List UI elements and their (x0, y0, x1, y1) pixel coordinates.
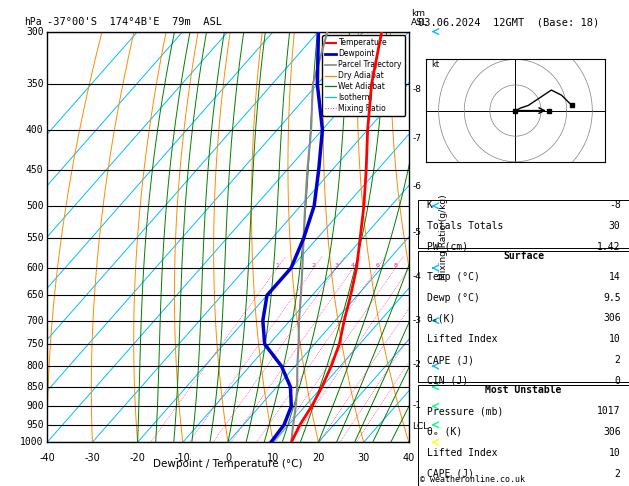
Text: -30: -30 (84, 452, 100, 463)
Text: kt: kt (431, 60, 439, 69)
Text: -8: -8 (609, 200, 621, 210)
Text: Surface: Surface (503, 251, 544, 261)
Text: 10: 10 (267, 452, 279, 463)
Text: Lifted Index: Lifted Index (426, 334, 497, 344)
Text: CAPE (J): CAPE (J) (426, 469, 474, 479)
Text: -8: -8 (413, 86, 421, 94)
Text: 9.5: 9.5 (603, 293, 621, 303)
Text: 306: 306 (603, 427, 621, 437)
Text: 20: 20 (312, 452, 325, 463)
Text: Mixing Ratio (g/kg): Mixing Ratio (g/kg) (438, 194, 448, 280)
Text: Dewp (°C): Dewp (°C) (426, 293, 479, 303)
Text: 650: 650 (26, 290, 43, 300)
Text: 1017: 1017 (597, 406, 621, 416)
Text: 300: 300 (26, 27, 43, 36)
Text: 1000: 1000 (20, 437, 43, 447)
Text: 500: 500 (26, 201, 43, 211)
Text: 700: 700 (26, 315, 43, 326)
Text: Lifted Index: Lifted Index (426, 448, 497, 458)
Text: 10: 10 (609, 334, 621, 344)
Text: 4: 4 (351, 263, 355, 268)
Text: Pressure (mb): Pressure (mb) (426, 406, 503, 416)
Text: -5: -5 (413, 227, 421, 237)
Text: 3: 3 (335, 263, 338, 268)
Text: 550: 550 (26, 233, 43, 243)
Text: 2: 2 (615, 469, 621, 479)
Text: CIN (J): CIN (J) (426, 376, 468, 386)
Text: 30: 30 (609, 221, 621, 231)
Text: 10: 10 (609, 448, 621, 458)
Text: 400: 400 (26, 125, 43, 135)
Text: 600: 600 (26, 263, 43, 273)
Text: CAPE (J): CAPE (J) (426, 355, 474, 365)
Text: 03.06.2024  12GMT  (Base: 18): 03.06.2024 12GMT (Base: 18) (418, 17, 599, 27)
Text: 2: 2 (312, 263, 316, 268)
Text: -37°00'S  174°4B'E  79m  ASL: -37°00'S 174°4B'E 79m ASL (47, 17, 222, 27)
Text: 350: 350 (26, 79, 43, 89)
Text: θₑ (K): θₑ (K) (426, 427, 462, 437)
Text: 0: 0 (225, 452, 231, 463)
Text: 14: 14 (609, 272, 621, 282)
Text: -4: -4 (413, 273, 421, 281)
Text: 750: 750 (26, 339, 43, 349)
Text: -10: -10 (175, 452, 191, 463)
Text: 40: 40 (403, 452, 415, 463)
Text: -3: -3 (413, 316, 421, 325)
X-axis label: Dewpoint / Temperature (°C): Dewpoint / Temperature (°C) (153, 459, 303, 469)
Text: 0: 0 (615, 376, 621, 386)
Bar (418, 385, 629, 486)
Legend: Temperature, Dewpoint, Parcel Trajectory, Dry Adiabat, Wet Adiabat, Isotherm, Mi: Temperature, Dewpoint, Parcel Trajectory… (323, 35, 405, 116)
Text: -20: -20 (130, 452, 145, 463)
Text: 850: 850 (26, 382, 43, 392)
Bar (418, 251, 629, 382)
Text: Most Unstable: Most Unstable (486, 385, 562, 395)
Text: K: K (426, 200, 433, 210)
Text: 2: 2 (615, 355, 621, 365)
Text: 6: 6 (376, 263, 379, 268)
Text: Totals Totals: Totals Totals (426, 221, 503, 231)
Text: 8: 8 (393, 263, 398, 268)
Text: 1: 1 (276, 263, 279, 268)
Text: LCL: LCL (413, 422, 429, 431)
Text: hPa: hPa (24, 17, 42, 28)
Text: -6: -6 (413, 182, 421, 191)
Text: θₑ(K): θₑ(K) (426, 313, 456, 323)
Text: © weatheronline.co.uk: © weatheronline.co.uk (420, 474, 525, 484)
Text: 30: 30 (357, 452, 370, 463)
Bar (418, 200, 629, 248)
Text: 450: 450 (26, 165, 43, 175)
Text: 800: 800 (26, 361, 43, 371)
Text: km
ASL: km ASL (411, 10, 428, 28)
Text: 950: 950 (26, 420, 43, 430)
Text: Temp (°C): Temp (°C) (426, 272, 479, 282)
Text: 306: 306 (603, 313, 621, 323)
Text: PW (cm): PW (cm) (426, 242, 468, 252)
Text: 900: 900 (26, 401, 43, 411)
Text: -2: -2 (413, 360, 421, 368)
Text: -7: -7 (413, 135, 421, 143)
Text: 1.42: 1.42 (597, 242, 621, 252)
Text: -40: -40 (39, 452, 55, 463)
Text: -1: -1 (413, 401, 421, 411)
